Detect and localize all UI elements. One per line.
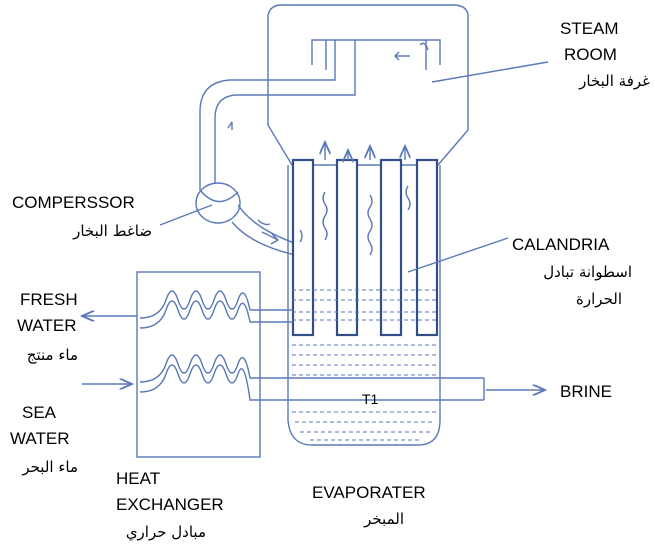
vapor-flow	[299, 142, 411, 256]
steam-pipe	[199, 40, 356, 190]
steam-room-label-1: STEAM	[560, 19, 619, 38]
fresh-water-label-2: WATER	[17, 316, 77, 335]
flow-arrows	[82, 61, 549, 390]
connecting-pipes	[260, 309, 485, 401]
brine-label: BRINE	[560, 382, 612, 401]
labels: STEAM ROOM غرفة البخار COMPERSSOR ضاغط ا…	[10, 19, 650, 542]
sea-water-label-1: SEA	[22, 403, 57, 422]
calandria-label-ar-2: الحرارة	[576, 290, 622, 308]
evaporator-label: EVAPORATER	[312, 483, 426, 502]
heat-exchanger-label-1: HEAT	[116, 469, 160, 488]
sea-water-label-2: WATER	[10, 429, 70, 448]
steam-room-label-2: ROOM	[564, 45, 617, 64]
heat-exchanger-label-ar: مبادل حراري	[126, 523, 206, 542]
evaporator-vessel	[267, 4, 469, 446]
calandria-pointer	[407, 237, 509, 273]
steam-room-pointer	[431, 61, 549, 83]
calandria-tube-4	[415, 158, 439, 337]
calandria-tubes	[291, 158, 439, 337]
calandria-tube-2	[335, 158, 359, 337]
t1-label: T1	[362, 391, 379, 407]
evaporator-label-ar: المبخر	[363, 510, 404, 528]
compressor-label-ar: ضاغط البخار	[72, 222, 152, 240]
steam-separator	[311, 39, 441, 70]
compressor	[195, 182, 301, 257]
sea-water-label-ar: ماء البحر	[21, 458, 78, 476]
heat-exchanger	[136, 271, 261, 458]
compressor-pointer	[159, 204, 213, 226]
calandria-label: CALANDRIA	[512, 235, 610, 254]
calandria-tube-3	[379, 158, 403, 337]
liquid-level	[292, 289, 438, 441]
calandria-tube-1	[291, 158, 315, 337]
calandria-label-ar-1: اسطوانة تبادل	[543, 263, 632, 281]
fresh-water-label-1: FRESH	[20, 290, 78, 309]
steam-room-label-ar: غرفة البخار	[578, 72, 650, 90]
heat-exchanger-label-2: EXCHANGER	[116, 495, 224, 514]
compressor-label: COMPERSSOR	[12, 193, 135, 212]
fresh-water-label-ar: ماء منتج	[27, 346, 78, 364]
